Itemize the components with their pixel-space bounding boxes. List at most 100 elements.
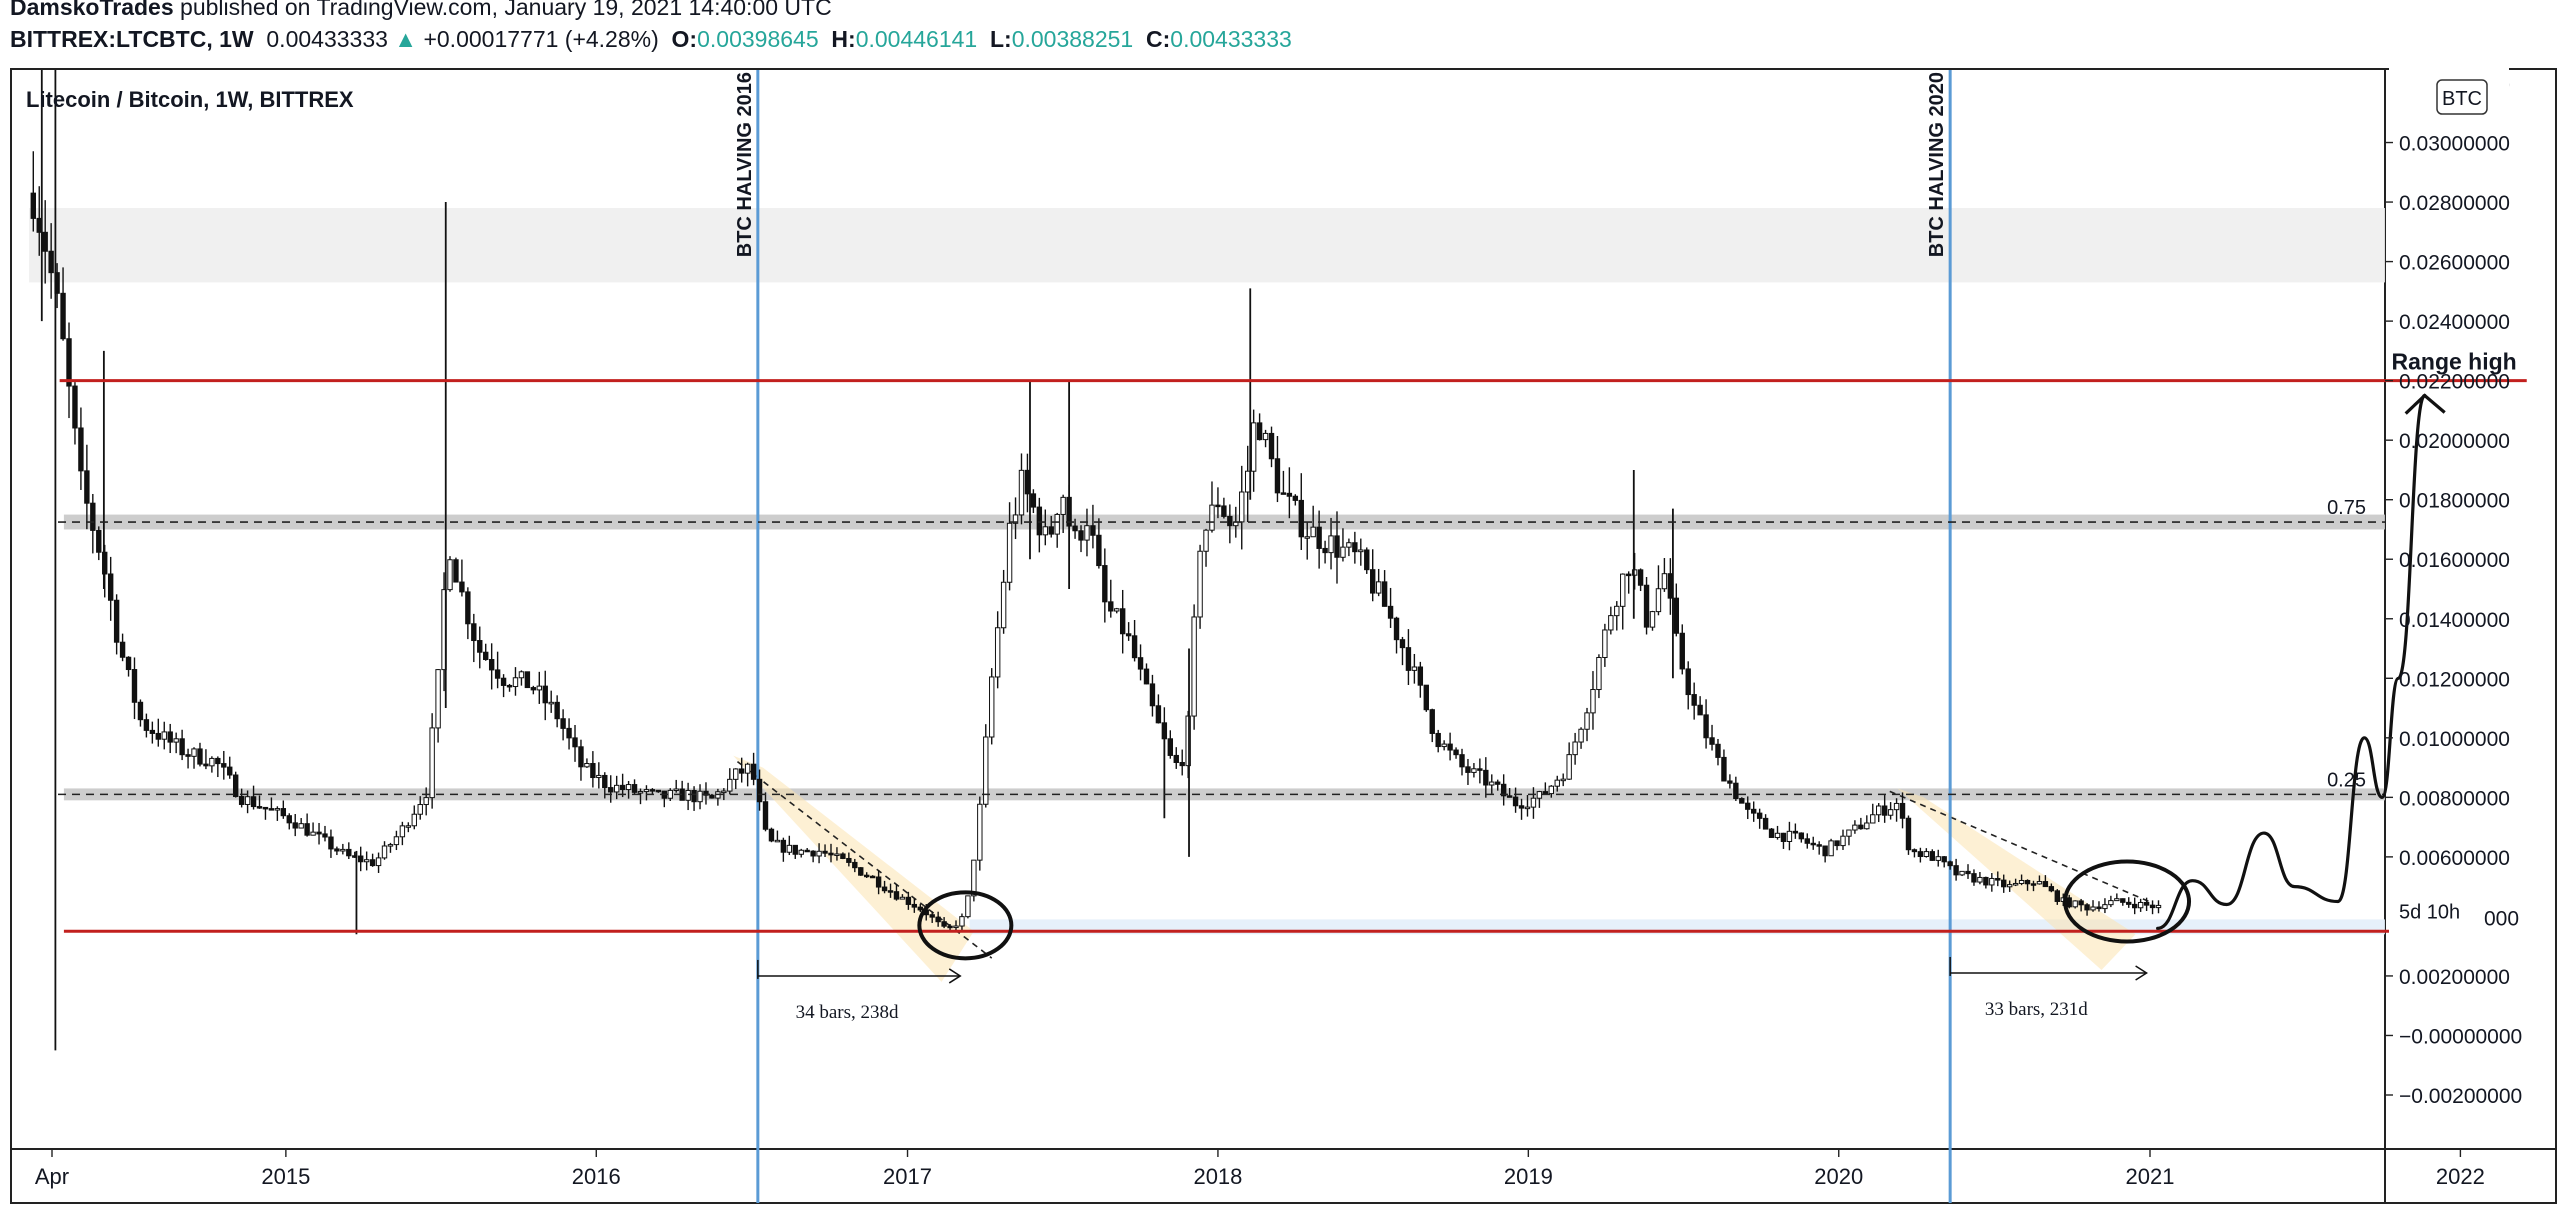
candle-body	[144, 720, 148, 731]
candle-body	[1823, 846, 1827, 856]
price-tick-label: 0.02800000	[2399, 192, 2510, 215]
candle-body	[1734, 783, 1738, 798]
candle-body	[1805, 839, 1809, 843]
candle-body	[870, 876, 874, 878]
candle-body	[1799, 833, 1803, 839]
candle-body	[1662, 574, 1666, 589]
candle-body	[781, 840, 785, 852]
candle-body	[1787, 831, 1791, 841]
candle-body	[1192, 617, 1196, 716]
candle-body	[1174, 755, 1178, 762]
candle-body	[1091, 526, 1095, 536]
candle-body	[894, 892, 898, 899]
candle-body	[43, 232, 47, 251]
candle-body	[49, 251, 53, 272]
candle-body	[1531, 798, 1535, 807]
time-tick-label: 2020	[1814, 1164, 1863, 1189]
candle-body	[2109, 901, 2113, 905]
candle-body	[567, 728, 571, 737]
candle-body	[1472, 769, 1476, 773]
candle-body	[1674, 598, 1678, 633]
candle-body	[1132, 636, 1136, 658]
candle-body	[882, 887, 886, 891]
candle-body	[1287, 493, 1291, 496]
price-tick-label: 0.00800000	[2399, 787, 2510, 810]
time-tick-label: 2017	[883, 1164, 932, 1189]
candle-body	[2025, 880, 2029, 883]
candle-body	[1245, 471, 1249, 492]
candle-body	[156, 733, 160, 739]
candle-body	[1549, 786, 1553, 793]
candle-body	[1031, 494, 1035, 507]
candle-body	[1626, 574, 1630, 576]
candle-body	[668, 790, 672, 798]
currency-badge[interactable]: BTC	[2442, 88, 2482, 110]
candle-body	[632, 785, 636, 793]
candle-body	[216, 758, 220, 763]
price-tick-label: 0.01200000	[2399, 668, 2510, 691]
candle-body	[1240, 492, 1244, 522]
candle-body	[1049, 527, 1053, 534]
zones-layer	[29, 208, 2527, 934]
candle-body	[561, 719, 565, 729]
candle-body	[757, 779, 761, 801]
candle-body	[2091, 907, 2095, 910]
time-tick-label: 2022	[2436, 1164, 2485, 1189]
candle-body	[1555, 780, 1559, 786]
candle-body	[1210, 505, 1214, 530]
candle-body	[1388, 606, 1392, 618]
candle-body	[841, 854, 845, 859]
candle-body	[579, 747, 583, 767]
descending-channel	[1897, 788, 2135, 970]
zone-0	[29, 208, 2522, 282]
candle-body	[1478, 769, 1482, 771]
time-tick-label: 2018	[1193, 1164, 1242, 1189]
candle-body	[1484, 770, 1488, 785]
candle-body	[1543, 792, 1547, 794]
bar-count-label: 33 bars, 231d	[1985, 999, 2088, 1020]
candle-body	[1055, 514, 1059, 534]
candle-body	[978, 804, 982, 860]
candle-body	[656, 790, 660, 792]
candle-body	[2031, 884, 2035, 886]
candle-body	[1198, 551, 1202, 617]
price-tick-label: 0.00200000	[2399, 966, 2510, 989]
candle-body	[180, 739, 184, 755]
candle-body	[1912, 850, 1916, 852]
candle-body	[644, 790, 648, 792]
time-tick-label: 2015	[261, 1164, 310, 1189]
candle-body	[1728, 781, 1732, 783]
candle-body	[674, 789, 678, 791]
candle-body	[364, 860, 368, 862]
candle-body	[1966, 871, 1970, 873]
candle-body	[2121, 899, 2125, 903]
candle-body	[1918, 852, 1922, 857]
candle-body	[472, 624, 476, 641]
candle-body	[1156, 706, 1160, 723]
candle-body	[900, 897, 904, 899]
countdown-label: 5d 10h	[2399, 901, 2460, 923]
time-axis[interactable]: Apr 2015 2016 2017 2018 2019 2020 2021 2022	[35, 1149, 2485, 1189]
candle-body	[370, 860, 374, 866]
candle-body	[85, 471, 89, 503]
candle-body	[2073, 901, 2077, 907]
candle-body	[2019, 880, 2023, 883]
candle-body	[168, 732, 172, 742]
price-tick-label: −0.00200000	[2399, 1085, 2522, 1108]
candle-body	[1704, 715, 1708, 738]
candle-body	[174, 739, 178, 742]
candle-body	[233, 775, 237, 797]
candle-body	[1841, 836, 1845, 845]
time-tick-label: 2016	[572, 1164, 621, 1189]
candle-body	[1811, 843, 1815, 845]
candle-body	[1275, 459, 1279, 493]
price-tick-label: −0.00000000	[2399, 1025, 2522, 1048]
candle-body	[865, 875, 869, 877]
candle-body	[1061, 497, 1065, 514]
candle-body	[1138, 658, 1142, 669]
fib-level-label: 0.25	[2327, 769, 2366, 791]
candle-body	[1865, 823, 1869, 829]
candle-body	[597, 775, 601, 777]
price-tick-label: 0.02200000	[2399, 371, 2510, 394]
